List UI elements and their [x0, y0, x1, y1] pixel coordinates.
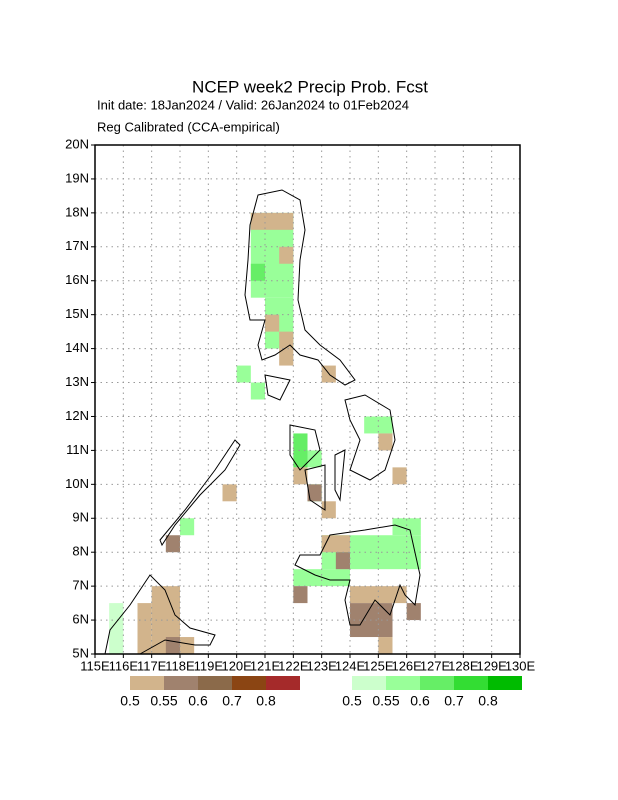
coast-palawan — [159, 439, 241, 547]
x-tick-label: 116E — [109, 658, 139, 673]
x-tick-label: 118E — [165, 658, 195, 673]
prob-cell — [364, 416, 393, 434]
colorbar-label: 0.8 — [478, 693, 498, 709]
x-tick-label: 127E — [420, 658, 451, 673]
coast-panay — [289, 424, 321, 471]
x-tick-label: 124E — [335, 658, 366, 673]
y-tick-label: 10N — [65, 476, 89, 491]
prob-cell — [250, 263, 265, 281]
prob-cell — [307, 484, 322, 502]
colorbar-label: 0.55 — [372, 693, 399, 709]
y-tick-label: 6N — [72, 612, 89, 627]
x-tick-label: 123E — [306, 658, 337, 673]
x-tick-label: 126E — [391, 658, 422, 673]
prob-cell — [180, 637, 195, 654]
colorbar-label: 0.6 — [188, 693, 208, 709]
chart-title: NCEP week2 Precip Prob. Fcst — [192, 77, 428, 96]
prob-cell — [265, 314, 280, 332]
y-tick-label: 8N — [72, 544, 89, 559]
y-tick-label: 7N — [72, 578, 89, 593]
prob-cell — [180, 518, 195, 536]
prob-cell — [392, 467, 407, 485]
y-tick-label: 16N — [65, 272, 89, 287]
plot-frame — [94, 144, 521, 655]
coast-mindanao — [294, 524, 421, 626]
prob-cell — [137, 603, 152, 654]
y-tick-label: 17N — [65, 238, 89, 253]
prob-cell — [392, 518, 421, 536]
prob-cell — [378, 433, 393, 451]
coast-negros — [304, 464, 326, 511]
y-tick-label: 5N — [72, 645, 89, 660]
x-tick-label: 125E — [363, 658, 394, 673]
cell-layer — [109, 212, 421, 654]
prob-cell — [279, 331, 294, 349]
prob-cell — [378, 637, 393, 654]
colorbar-box — [352, 676, 386, 690]
y-tick-label: 11N — [66, 442, 89, 457]
x-tick-label: 129E — [476, 658, 507, 673]
colorbar-box — [386, 676, 420, 690]
prob-cell — [335, 552, 350, 570]
colorbar-box — [420, 676, 454, 690]
colorbar-box — [454, 676, 488, 690]
prob-cell — [350, 586, 393, 604]
colorbar-label: 0.55 — [150, 693, 177, 709]
colorbar-box — [266, 676, 300, 690]
colorbar-label: 0.5 — [120, 693, 140, 709]
y-tick-label: 12N — [65, 408, 89, 423]
y-tick-label: 13N — [65, 374, 89, 389]
prob-cell — [236, 365, 251, 383]
subtitle: Init date: 18Jan2024 / Valid: 26Jan2024 … — [97, 97, 409, 112]
grid-layer — [95, 145, 520, 654]
prob-cell — [279, 246, 294, 264]
prob-cell — [293, 586, 308, 604]
colorbar-box — [198, 676, 232, 690]
y-tick-label: 14N — [65, 340, 89, 355]
prob-cell — [406, 603, 421, 621]
prob-cell — [165, 535, 180, 553]
coast-mindoro — [264, 374, 291, 401]
colorbar-label: 0.8 — [256, 693, 276, 709]
y-tick-label: 15N — [65, 306, 89, 321]
colorbar-box — [488, 676, 522, 690]
coast-luzon — [244, 189, 356, 386]
colorbar-box — [232, 676, 266, 690]
prob-cell — [279, 348, 294, 366]
coast-borneo — [104, 574, 216, 655]
colorbar-label: 0.5 — [342, 693, 362, 709]
prob-cell — [250, 382, 265, 400]
prob-cell — [165, 637, 180, 654]
y-tick-label: 20N — [65, 136, 89, 151]
x-tick-label: 130E — [505, 658, 536, 673]
prob-cell — [109, 603, 124, 654]
prob-cell — [250, 212, 294, 230]
coast-samar-leyte — [344, 394, 396, 481]
coast-cebu — [334, 449, 346, 502]
y-tick-label: 19N — [65, 170, 89, 185]
x-tick-label: 119E — [194, 658, 224, 673]
prob-cell — [307, 450, 322, 468]
x-tick-label: 115E — [80, 658, 110, 673]
colorbar-label: 0.7 — [444, 693, 464, 709]
colorbar-box — [130, 676, 164, 690]
y-tick-label: 18N — [65, 204, 89, 219]
note: Reg Calibrated (CCA-empirical) — [97, 119, 280, 134]
coastline — [104, 189, 421, 655]
prob-cell — [321, 535, 350, 553]
x-tick-label: 121E — [250, 658, 281, 673]
x-tick-label: 128E — [448, 658, 479, 673]
prob-cell — [293, 467, 308, 485]
y-tick-label: 9N — [72, 510, 89, 525]
colorbar-label: 0.7 — [222, 693, 242, 709]
prob-cell — [293, 433, 308, 468]
x-tick-label: 122E — [278, 658, 309, 673]
x-tick-label: 120E — [221, 658, 252, 673]
x-tick-label: 117E — [137, 658, 167, 673]
colorbar-label: 0.6 — [410, 693, 430, 709]
prob-cell — [222, 484, 237, 502]
colorbar-box — [164, 676, 198, 690]
